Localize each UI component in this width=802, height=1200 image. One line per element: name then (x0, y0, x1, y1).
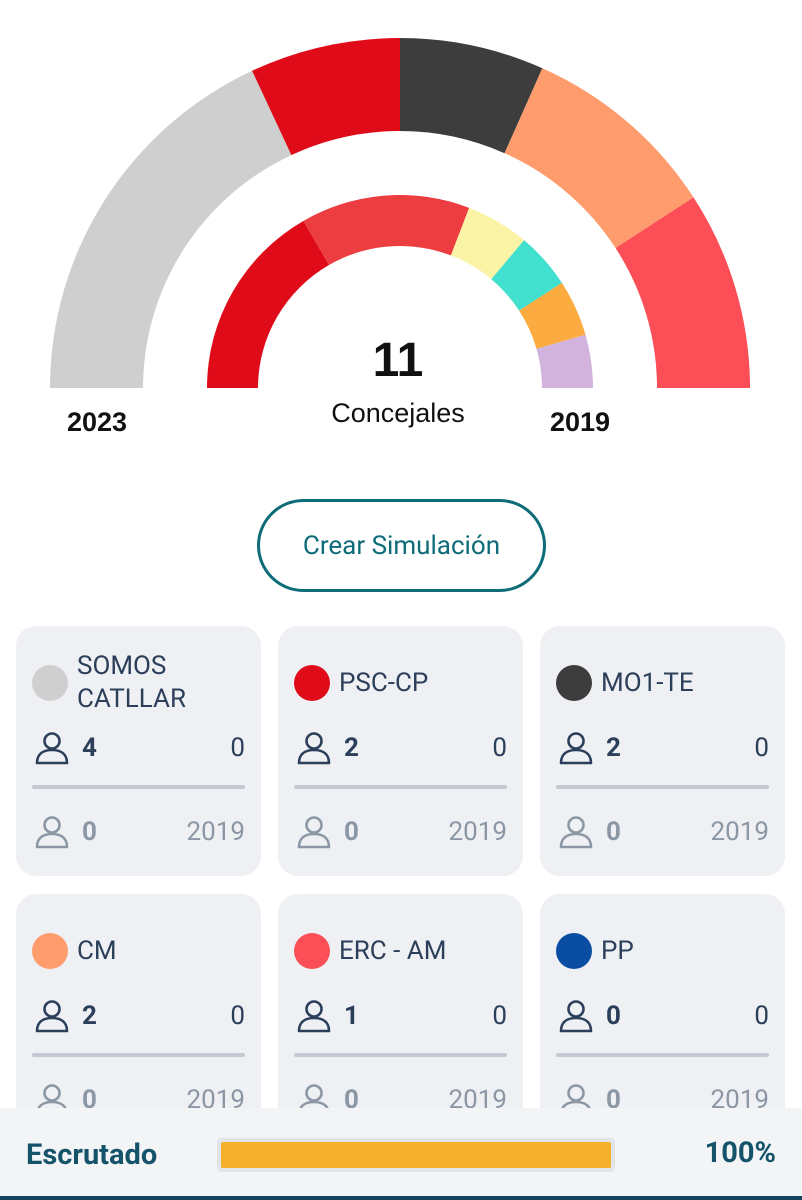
party-header: MO1-TE (556, 648, 775, 718)
person-icon (296, 730, 332, 766)
current-seats-row: 1 0 (296, 996, 507, 1036)
party-card[interactable]: PSC-CP 2 0 0 2019 (278, 626, 523, 876)
party-color-dot (556, 933, 592, 969)
inner-segment-4 (491, 240, 562, 311)
current-seats: 4 (82, 733, 97, 763)
party-header: SOMOS CATLLAR (32, 648, 251, 718)
party-color-dot (294, 665, 330, 701)
party-card[interactable]: SOMOS CATLLAR 4 0 0 2019 (16, 626, 261, 876)
person-icon (296, 814, 332, 850)
current-seats-row: 2 0 (296, 728, 507, 768)
previous-seats: 0 (82, 1085, 97, 1115)
seat-change: 0 (754, 733, 769, 763)
person-icon (296, 998, 332, 1034)
previous-seats-row: 0 2019 (558, 812, 769, 852)
current-seats: 2 (606, 733, 621, 763)
party-card[interactable]: MO1-TE 2 0 0 2019 (540, 626, 785, 876)
previous-seats: 0 (82, 817, 97, 847)
scrutiny-progress-track (217, 1138, 615, 1172)
seat-change: 0 (230, 1001, 245, 1031)
seat-change: 0 (754, 1001, 769, 1031)
current-seats: 0 (606, 1001, 621, 1031)
outer-year-label: 2023 (67, 407, 127, 437)
outer-segment-1 (50, 70, 292, 389)
person-icon (34, 998, 70, 1034)
person-icon (34, 730, 70, 766)
current-seats-row: 4 0 (34, 728, 245, 768)
inner-segment-6 (536, 334, 593, 388)
divider (556, 785, 769, 789)
previous-seats: 0 (344, 817, 359, 847)
divider (32, 785, 245, 789)
party-card[interactable]: PP 0 0 0 2019 (540, 894, 785, 1144)
total-seats: 11 (373, 334, 424, 387)
party-header: ERC - AM (294, 916, 513, 986)
outer-arc-2023 (50, 38, 750, 389)
party-header: PP (556, 916, 775, 986)
previous-seats-row: 0 2019 (296, 812, 507, 852)
previous-seats: 0 (344, 1085, 359, 1115)
party-color-dot (32, 665, 68, 701)
party-header: CM (32, 916, 251, 986)
divider (294, 785, 507, 789)
party-name: ERC - AM (339, 935, 447, 966)
current-seats: 2 (344, 733, 359, 763)
inner-segment-1 (207, 220, 329, 388)
party-name: CM (77, 935, 117, 966)
inner-segment-3 (450, 207, 525, 280)
inner-segment-5 (519, 282, 586, 349)
scrutiny-progress-fill (221, 1142, 611, 1168)
divider (32, 1053, 245, 1057)
scrutiny-label: Escrutado (26, 1138, 158, 1172)
party-color-dot (294, 933, 330, 969)
previous-year: 2019 (186, 817, 245, 847)
seat-hemicycle-chart: 11 Concejales 2023 2019 (50, 38, 750, 437)
person-icon (34, 814, 70, 850)
current-seats-row: 2 0 (558, 728, 769, 768)
divider (556, 1053, 769, 1057)
outer-segment-3 (400, 38, 543, 154)
previous-seats-row: 0 2019 (34, 812, 245, 852)
party-name: PSC-CP (339, 667, 429, 698)
previous-year: 2019 (710, 817, 769, 847)
seats-caption: Concejales (331, 398, 465, 428)
party-name: PP (601, 935, 634, 966)
party-color-dot (32, 933, 68, 969)
create-simulation-button[interactable]: Crear Simulación (257, 499, 546, 592)
previous-seats: 0 (606, 817, 621, 847)
previous-seats: 0 (606, 1085, 621, 1115)
outer-segment-4 (504, 68, 694, 249)
scrutiny-bar: Escrutado 100% (0, 1108, 802, 1200)
inner-arc-2019 (207, 195, 593, 388)
seat-change: 0 (492, 1001, 507, 1031)
outer-segment-2 (252, 38, 400, 156)
inner-year-label: 2019 (550, 407, 610, 437)
current-seats-row: 0 0 (558, 996, 769, 1036)
party-card[interactable]: CM 2 0 0 2019 (16, 894, 261, 1144)
current-seats-row: 2 0 (34, 996, 245, 1036)
divider (294, 1053, 507, 1057)
party-header: PSC-CP (294, 648, 513, 718)
inner-segment-2 (303, 195, 470, 266)
party-name: SOMOS CATLLAR (77, 651, 186, 714)
person-icon (558, 730, 594, 766)
seat-change: 0 (230, 733, 245, 763)
previous-year: 2019 (448, 817, 507, 847)
party-name: MO1-TE (601, 667, 694, 698)
outer-segment-5 (615, 197, 750, 388)
person-icon (558, 998, 594, 1034)
seat-change: 0 (492, 733, 507, 763)
current-seats: 2 (82, 1001, 97, 1031)
scrutiny-percent: 100% (704, 1136, 776, 1170)
current-seats: 1 (344, 1001, 359, 1031)
party-color-dot (556, 665, 592, 701)
party-card[interactable]: ERC - AM 1 0 0 2019 (278, 894, 523, 1144)
person-icon (558, 814, 594, 850)
